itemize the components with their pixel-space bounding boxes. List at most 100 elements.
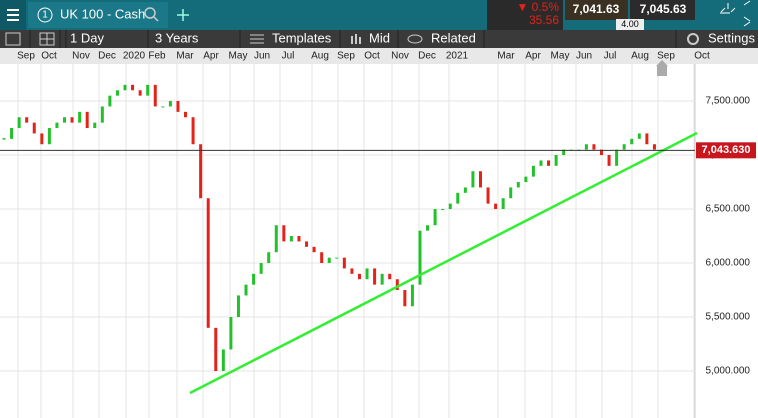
candle xyxy=(100,106,104,123)
candle xyxy=(607,155,611,166)
x-tick-label: Oct xyxy=(694,51,710,62)
templates[interactable]: Templates xyxy=(272,30,332,45)
x-tick-label: Apr xyxy=(525,51,541,62)
candle xyxy=(410,284,414,307)
y-tick-label: 7,500.000 xyxy=(706,96,751,107)
candle xyxy=(350,268,354,274)
candle xyxy=(562,149,566,156)
candle xyxy=(433,209,437,226)
candle xyxy=(176,101,180,112)
candle xyxy=(645,133,649,145)
candle xyxy=(191,117,195,145)
candle xyxy=(146,84,150,96)
range[interactable]: 3 Years xyxy=(155,30,199,45)
event-marker[interactable] xyxy=(657,66,667,76)
candle xyxy=(25,117,29,123)
candle xyxy=(85,111,89,129)
candle xyxy=(441,209,445,211)
candle xyxy=(93,122,97,129)
candle xyxy=(138,90,142,96)
x-tick-label: Aug xyxy=(311,51,329,62)
event-marker-top xyxy=(656,60,668,66)
candle xyxy=(584,144,588,150)
candle xyxy=(554,155,558,166)
candle xyxy=(40,133,44,145)
candle xyxy=(486,187,490,204)
x-tick-label: Nov xyxy=(72,51,90,62)
x-tick-label: Dec xyxy=(418,51,436,62)
add-tab[interactable] xyxy=(177,9,189,21)
candle xyxy=(471,171,475,188)
candle xyxy=(161,106,165,108)
y-tick-label: 6,500.000 xyxy=(706,204,751,215)
x-tick-label: Sep xyxy=(17,51,35,62)
candle xyxy=(221,349,225,372)
change-box xyxy=(487,0,563,30)
candle xyxy=(115,90,119,96)
candle xyxy=(252,273,256,285)
x-tick-label: Sep xyxy=(337,51,355,62)
candle xyxy=(599,149,603,156)
candle xyxy=(289,236,293,242)
candle xyxy=(373,268,377,285)
candle xyxy=(652,144,656,150)
candle xyxy=(327,257,331,264)
candle xyxy=(516,182,520,188)
x-tick-label: May xyxy=(551,51,570,62)
candle xyxy=(335,257,339,259)
sell-price: 7,041.63 xyxy=(573,2,620,16)
buy-button[interactable] xyxy=(630,0,695,20)
list-icon[interactable] xyxy=(5,32,21,46)
x-tick-label: Aug xyxy=(631,51,649,62)
x-tick-label: Sep xyxy=(657,51,675,62)
price-type[interactable]: Mid xyxy=(369,30,390,45)
candle xyxy=(365,268,369,280)
x-tick-label: Apr xyxy=(203,51,219,62)
time-axis xyxy=(0,48,758,64)
buy-price: 7,045.63 xyxy=(640,2,687,16)
y-tick-label: 5,500.000 xyxy=(706,312,751,323)
search-icon[interactable] xyxy=(144,7,156,19)
candle xyxy=(305,241,309,247)
candle xyxy=(206,198,210,328)
related[interactable]: Related xyxy=(431,30,476,45)
tab-number: 1 xyxy=(42,10,48,21)
candle xyxy=(70,117,74,123)
candle xyxy=(259,263,263,274)
candle xyxy=(214,327,218,372)
candle xyxy=(123,84,127,91)
candle xyxy=(547,160,551,166)
sell-button[interactable] xyxy=(565,0,628,20)
candle xyxy=(229,317,233,350)
interval[interactable]: 1 Day xyxy=(70,30,104,45)
window-controls[interactable] xyxy=(720,0,751,27)
tab-circle xyxy=(37,7,53,23)
candle xyxy=(539,160,543,166)
mid-icon xyxy=(351,34,361,44)
candle xyxy=(10,128,14,139)
x-tick-label: May xyxy=(229,51,248,62)
candle xyxy=(184,111,188,118)
y-tick-label: 5,000.000 xyxy=(706,366,751,377)
candle xyxy=(320,252,324,264)
candle xyxy=(615,149,619,166)
candle xyxy=(463,187,467,193)
candle xyxy=(478,171,482,188)
candle xyxy=(168,101,172,107)
candle xyxy=(426,225,430,231)
x-tick-label: Mar xyxy=(176,51,194,62)
candle xyxy=(32,122,36,134)
candle xyxy=(418,230,422,285)
candle xyxy=(131,84,135,91)
menu-bar xyxy=(0,30,758,48)
candle xyxy=(282,225,286,242)
candle xyxy=(297,236,301,242)
candle xyxy=(501,198,505,210)
x-tick-label: Jun xyxy=(576,51,592,62)
settings[interactable]: Settings xyxy=(708,30,755,45)
x-tick-label: Oct xyxy=(364,51,380,62)
settings-icon xyxy=(687,33,699,45)
candle xyxy=(509,187,513,199)
